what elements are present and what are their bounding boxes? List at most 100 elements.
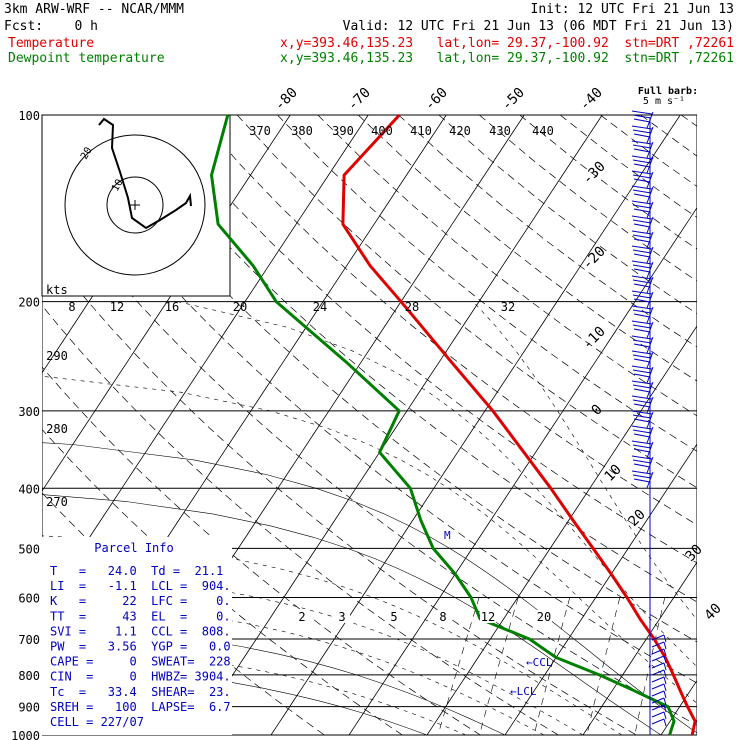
theta-label: 270 <box>46 495 68 509</box>
moist-adiabat-line <box>42 643 467 735</box>
theta-label: 440 <box>532 124 554 138</box>
barb-flag <box>632 189 652 194</box>
barb-staff <box>646 111 654 129</box>
ccl-marker: ←CCL <box>526 656 553 669</box>
pressure-label: 800 <box>18 669 40 683</box>
dry-adiabat-line <box>42 244 637 735</box>
mixing-ratio-label: 20 <box>537 610 551 624</box>
barb-flag <box>632 309 652 314</box>
barb-flag <box>663 683 667 692</box>
dewpoint-location: x,y=393.46,135.23 lat,lon= 29.37,-100.92… <box>280 51 734 66</box>
wind-barb <box>631 395 654 414</box>
wind-barb <box>651 711 667 720</box>
barb-flag <box>631 110 653 115</box>
dry-adiabat-line <box>42 124 697 684</box>
barb-staff <box>646 201 654 219</box>
barb-flag <box>631 380 653 385</box>
wind-barb <box>651 655 667 664</box>
pressure-label: 900 <box>18 701 40 715</box>
theta-label: 420 <box>449 124 471 138</box>
barb-flag <box>632 384 652 389</box>
barb-flag <box>631 230 653 235</box>
barb-flag <box>633 343 651 348</box>
wind-barb <box>631 125 654 144</box>
isotherm-line <box>42 115 291 492</box>
barb-flag <box>663 669 667 678</box>
wind-barb <box>631 200 654 219</box>
barb-staff <box>646 141 654 159</box>
barb-flag <box>632 474 652 479</box>
barb-flag <box>631 470 653 475</box>
mixing-ratio-label-bg <box>435 610 451 623</box>
barb-staff <box>651 662 665 669</box>
mixing-ratio-label: 5 <box>390 610 397 624</box>
barb-flag <box>633 193 651 198</box>
dry-adiabat-line <box>236 115 697 489</box>
barb-staff <box>651 718 665 725</box>
barb-flag <box>633 223 651 228</box>
barb-flag <box>631 350 653 355</box>
pressure-label: 500 <box>18 542 40 556</box>
theta-label: 280 <box>46 422 68 436</box>
hodograph-trace <box>98 117 192 230</box>
barb-flag <box>663 704 667 713</box>
wind-barb <box>631 470 654 489</box>
pressure-label: 1000 <box>11 729 40 740</box>
theta-label: 370 <box>249 124 271 138</box>
barb-flag <box>632 444 652 449</box>
barb-staff <box>646 291 654 309</box>
barb-staff <box>651 669 665 676</box>
barb-staff <box>646 381 654 399</box>
valid-time: Valid: 12 UTC Fri 21 Jun 13 (06 MDT Fri … <box>343 19 734 34</box>
wind-barb <box>651 676 667 685</box>
barb-staff <box>646 336 654 354</box>
barb-staff <box>646 246 654 264</box>
barb-flag <box>631 395 653 400</box>
isotherm-line <box>270 115 681 735</box>
barb-flag <box>632 249 652 254</box>
theta-label: 430 <box>489 124 511 138</box>
dry-adiabat-line <box>75 115 697 643</box>
theta-label: 410 <box>410 124 432 138</box>
barb-flag <box>663 690 667 699</box>
pressure-label: 100 <box>18 109 40 123</box>
barb-flag <box>633 448 651 453</box>
wind-barb <box>631 140 654 159</box>
hodograph-scale-label: 8 <box>68 300 75 314</box>
wind-barb <box>651 634 667 643</box>
barb-flag <box>632 324 652 329</box>
mixing-ratio-label-bg <box>480 610 496 623</box>
parcel-info-line: LI = -1.1 LCL = 904. <box>50 579 231 593</box>
barb-flag <box>632 219 652 224</box>
theta-label: 390 <box>332 124 354 138</box>
wind-barb <box>631 245 654 264</box>
lcl-marker: ←LCL <box>510 685 537 698</box>
barb-staff <box>646 126 654 144</box>
barb-flag <box>633 373 651 378</box>
barb-staff <box>646 156 654 174</box>
wind-barb <box>651 718 667 727</box>
temperature-legend: Temperature <box>8 36 94 51</box>
barb-staff <box>651 634 665 641</box>
barb-flag <box>633 268 651 273</box>
barb-flag <box>632 339 652 344</box>
barb-flag <box>633 313 651 318</box>
wind-barb <box>651 641 667 650</box>
pressure-label: 600 <box>18 591 40 605</box>
barb-flag <box>633 463 651 468</box>
barb-flag <box>663 655 667 664</box>
parcel-info-line: CAPE = 0 SWEAT= 228 <box>50 655 231 669</box>
barb-flag <box>631 320 653 325</box>
hodograph-scale-label: 20 <box>233 300 247 314</box>
hodograph-ring-label: 10 <box>110 178 126 194</box>
barb-staff <box>651 641 665 648</box>
barb-flag <box>632 144 652 149</box>
mixing-ratio-label-bg <box>334 610 350 623</box>
barb-staff <box>651 711 665 718</box>
isotherm-line <box>42 115 213 374</box>
wind-barb <box>631 440 654 459</box>
wind-barb <box>631 425 654 444</box>
barb-flag <box>632 159 652 164</box>
barb-flag <box>632 414 652 419</box>
